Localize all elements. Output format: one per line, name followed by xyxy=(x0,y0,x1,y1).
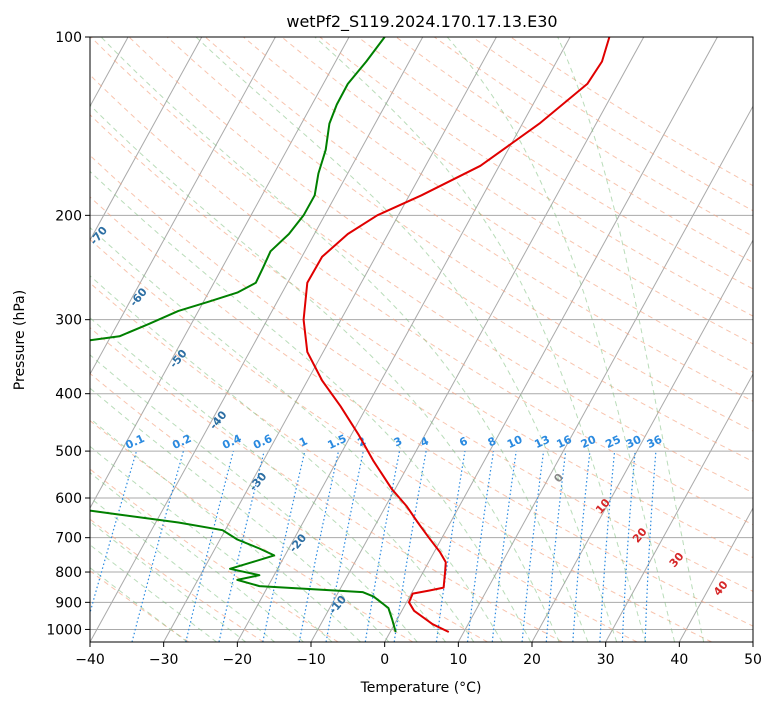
x-tick-label: 30 xyxy=(597,652,615,668)
moist-adiabat xyxy=(90,226,503,642)
dry-adiabat xyxy=(90,518,264,642)
isotherm-gridline xyxy=(605,373,753,642)
dewpoint-profile-line xyxy=(90,509,397,633)
plot-frame xyxy=(89,36,754,643)
isotherm-gridline xyxy=(384,37,718,642)
isotherm-gridline xyxy=(236,37,571,642)
isotherm-gridline xyxy=(531,239,753,642)
moist-adiabat xyxy=(90,496,275,642)
dry-adiabat xyxy=(90,282,638,642)
y-tick-label: 600 xyxy=(55,491,82,507)
mixing-ratio-line xyxy=(262,450,306,642)
y-tick-label: 700 xyxy=(55,531,82,547)
axis-layer: −40 −30 −20 −10 0 10 20 30 40 50 100 200 300 400 500 60… xyxy=(46,30,762,668)
y-axis-title: Pressure (hPa) xyxy=(12,290,28,390)
x-tick-label: −30 xyxy=(149,652,179,668)
dry-adiabat xyxy=(243,37,753,373)
moist-adiabat xyxy=(90,544,217,642)
x-tick-label: −20 xyxy=(223,652,253,668)
dry-adiabat xyxy=(90,154,753,592)
isotherm-gridline xyxy=(90,37,276,376)
y-tick-label: 400 xyxy=(55,387,82,403)
mixing-ratio-label: 13 xyxy=(532,433,551,451)
grid-layer xyxy=(90,37,753,642)
mixing-ratio-line xyxy=(545,451,567,642)
isotherm-gridline xyxy=(678,507,753,642)
moist-adiabat xyxy=(90,445,333,642)
x-tick-label: 50 xyxy=(744,652,762,668)
mixing-ratio-label: 20 xyxy=(579,433,599,451)
mixing-ratio-line xyxy=(491,451,517,642)
mixing-ratio-label: 36 xyxy=(645,433,665,451)
dewpoint-profile-line xyxy=(90,37,386,342)
x-tick-label: −40 xyxy=(75,652,105,668)
isotherm-gridline xyxy=(90,37,350,510)
dry-adiabat xyxy=(90,468,339,642)
temperature-profile-line xyxy=(302,37,611,633)
isotherm-gridline xyxy=(90,37,203,242)
mixing-ratio-line xyxy=(572,451,591,642)
x-tick-label: 0 xyxy=(380,652,389,668)
dry-adiabat xyxy=(90,420,414,642)
y-tick-label: 300 xyxy=(55,313,82,329)
mixing-ratio-line xyxy=(521,451,545,642)
moist-adiabat xyxy=(314,37,647,642)
dry-adiabat xyxy=(319,37,753,317)
mixing-ratio-line xyxy=(466,451,495,642)
moist-adiabat xyxy=(90,520,246,642)
moist-adiabat xyxy=(90,317,446,642)
x-tick-label: 10 xyxy=(449,652,467,668)
chart-title: wetPf2_S119.2024.170.17.13.E30 xyxy=(286,12,557,32)
mixing-ratio-line xyxy=(185,450,234,642)
y-tick-label: 1000 xyxy=(46,622,82,638)
y-tick-label: 800 xyxy=(55,565,82,581)
mixing-ratio-line xyxy=(90,450,138,615)
mixing-ratio-label: 25 xyxy=(603,433,622,451)
mixing-ratio-label: 16 xyxy=(555,433,575,451)
x-axis-title: Temperature (°C) xyxy=(360,680,482,696)
mixing-ratio-label: 30 xyxy=(624,433,644,451)
mixing-ratio-line xyxy=(435,450,466,642)
moist-adiabat xyxy=(100,37,589,642)
x-tick-label: 20 xyxy=(523,652,541,668)
x-tick-label: −10 xyxy=(296,652,326,668)
moist-adiabat xyxy=(90,170,532,642)
dry-adiabat xyxy=(90,196,753,627)
mixing-ratio-label: 10 xyxy=(505,433,525,451)
dry-adiabat xyxy=(90,114,753,559)
dry-adiabat xyxy=(90,37,753,494)
moist-adiabat xyxy=(195,37,618,642)
moist-adiabat xyxy=(90,387,390,642)
moist-adiabat xyxy=(446,37,676,642)
y-tick-label: 900 xyxy=(55,595,82,611)
mixing-ratio-line xyxy=(131,450,184,642)
moist-adiabat xyxy=(90,104,560,642)
dry-adiabat xyxy=(90,238,712,642)
mixing-ratio-line xyxy=(218,450,265,642)
moist-adiabat xyxy=(90,275,475,642)
dry-adiabat xyxy=(90,372,488,642)
y-tick-label: 500 xyxy=(55,444,82,460)
dry-adiabat xyxy=(90,570,190,642)
series-layer xyxy=(90,37,611,633)
isotherm-gridline xyxy=(457,105,753,642)
x-tick-label: 40 xyxy=(670,652,688,668)
y-tick-label: 100 xyxy=(55,30,82,46)
dry-adiabat xyxy=(166,37,753,432)
isotherm-gridline xyxy=(163,37,497,642)
y-tick-label: 200 xyxy=(55,208,82,224)
